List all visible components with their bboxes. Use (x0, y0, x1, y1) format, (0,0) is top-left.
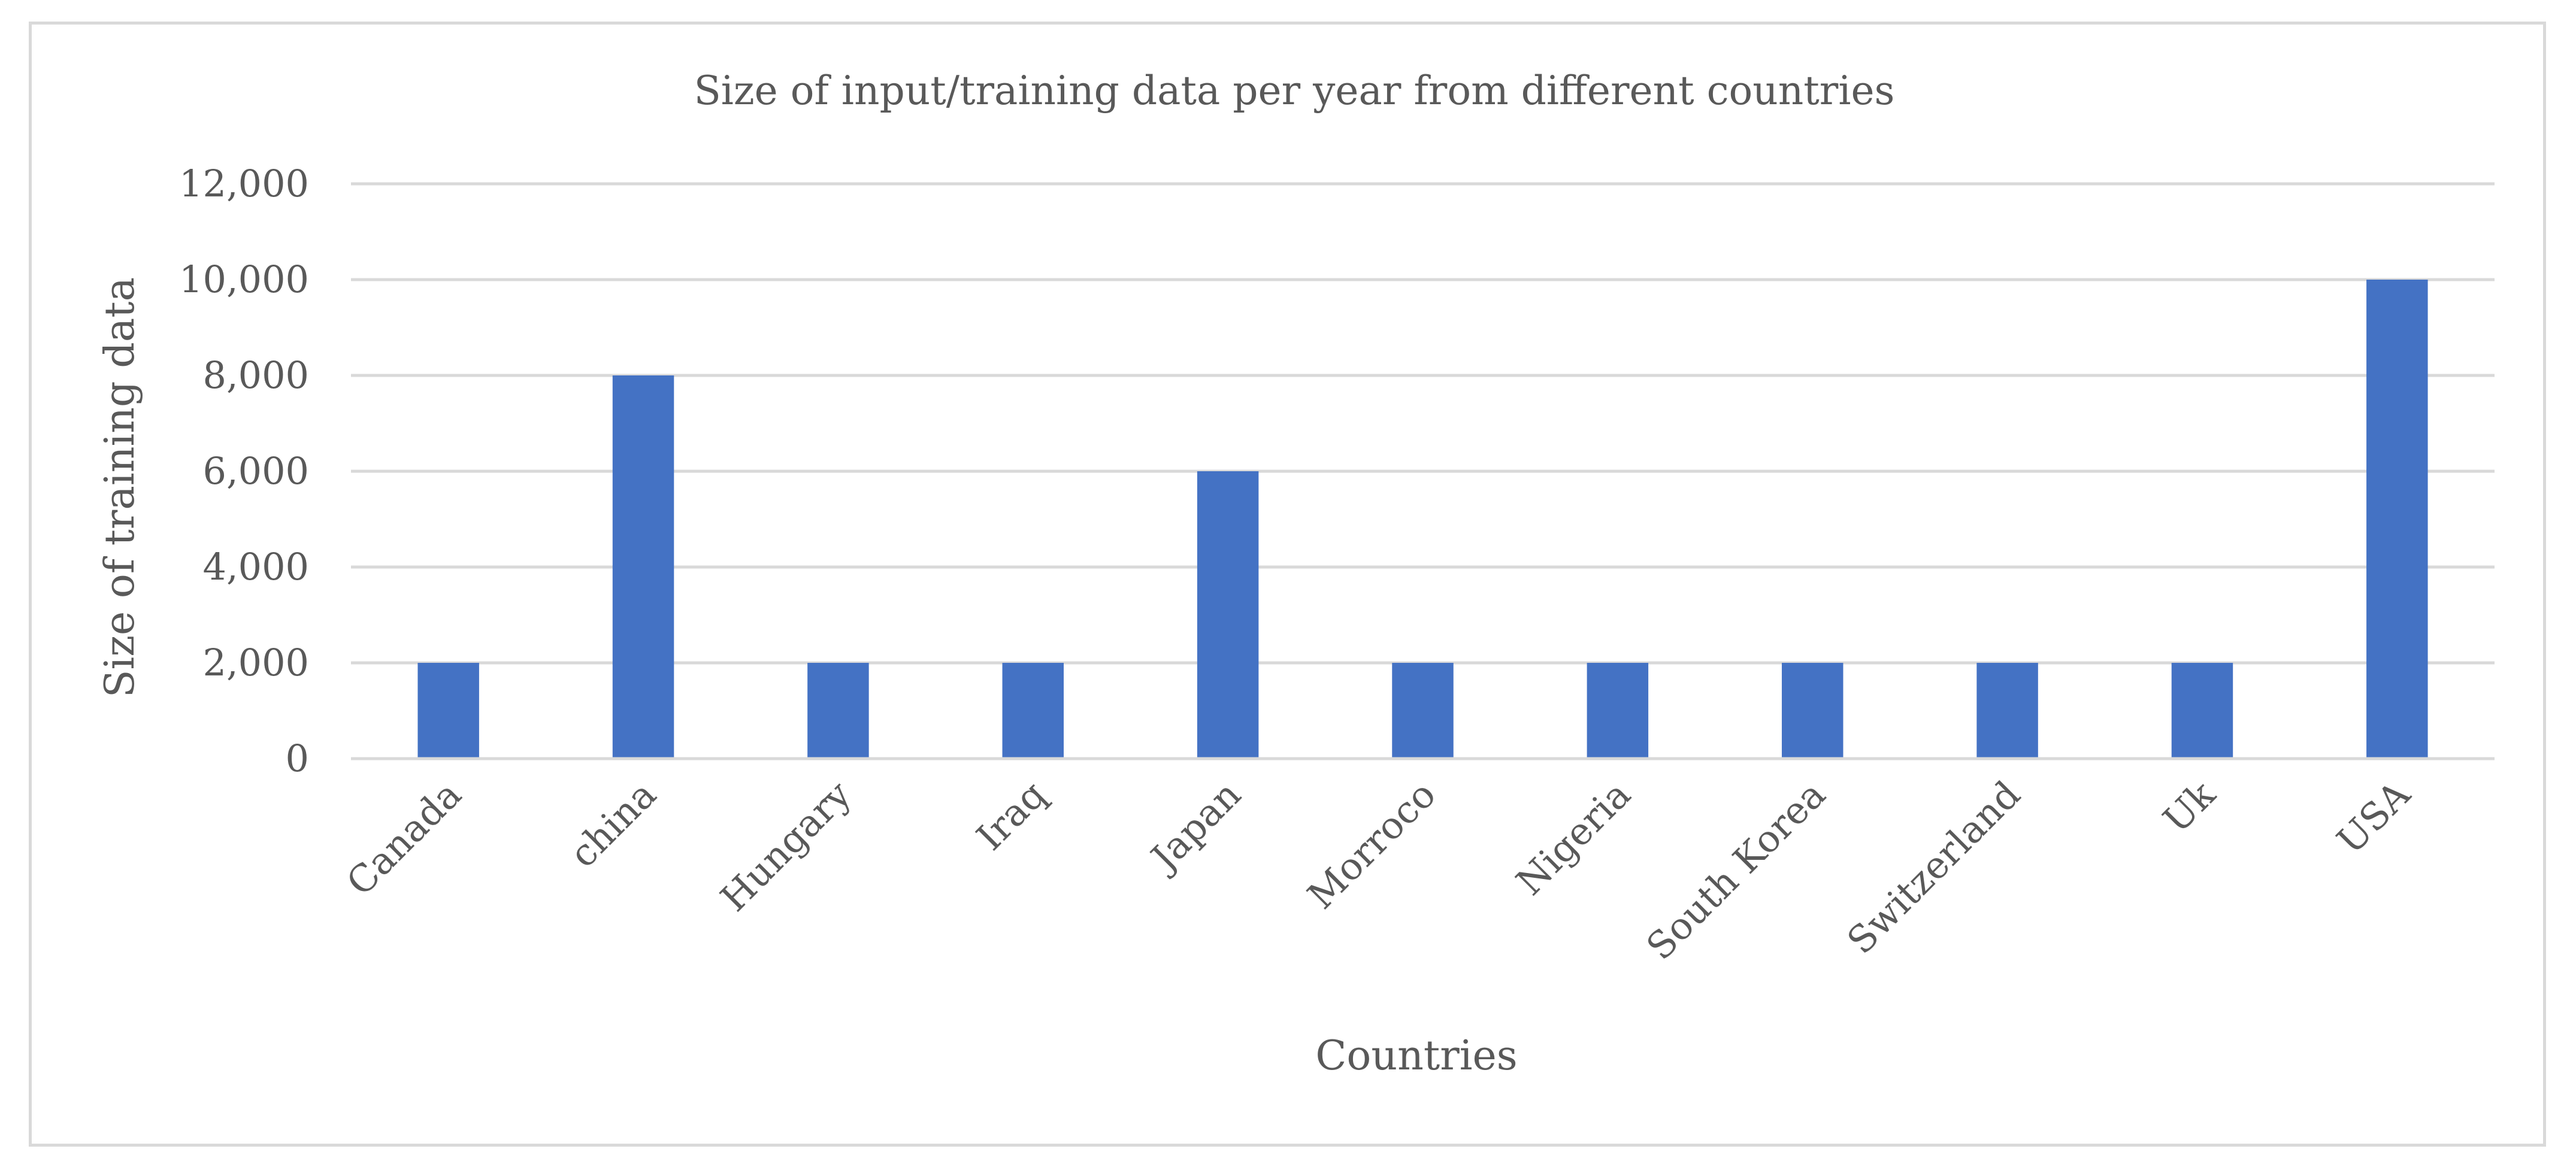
x-category-label: Switzerland (1839, 772, 2029, 962)
x-category-label: Nigeria (1508, 772, 1639, 904)
bar-usa (2366, 280, 2428, 759)
x-axis-label: Countries (1315, 1032, 1517, 1080)
x-category-label: Morroco (1299, 772, 1444, 917)
bar-iraq (1002, 663, 1064, 759)
x-category-label: Iraq (968, 772, 1054, 859)
x-category-label: Uk (2154, 772, 2223, 841)
chart-svg: Size of input/training data per year fro… (96, 68, 2495, 1080)
bar-canada (417, 663, 479, 759)
bar-switzerland (1976, 663, 2038, 759)
x-category-label: Canada (338, 772, 470, 904)
x-category-label: Japan (1140, 772, 1249, 881)
chart-title: Size of input/training data per year fro… (694, 68, 1895, 114)
x-category-label: USA (2329, 772, 2419, 862)
bar-japan (1197, 471, 1259, 759)
gridlines (351, 182, 2495, 665)
bar-morroco (1392, 663, 1454, 759)
x-category-label: Hungary (712, 772, 859, 920)
x-axis-categories: Canada china Hungary Iraq Japan Morroco Nigeri… (338, 772, 2418, 968)
y-tick-label: 6,000 (203, 449, 310, 493)
y-tick-label: 2,000 (203, 641, 310, 684)
y-axis-ticks: 0 2,000 4,000 6,000 8,000 10,000 12,000 (179, 162, 309, 780)
x-category-label: South Korea (1638, 772, 1834, 968)
bar-south-korea (1781, 663, 1844, 759)
bars (417, 280, 2428, 759)
y-axis-label: Size of training data (96, 277, 144, 698)
y-tick-label: 8,000 (203, 353, 310, 397)
y-tick-label: 12,000 (179, 162, 309, 205)
bar-china (612, 375, 674, 759)
bar-nigeria (1587, 663, 1649, 759)
bar-hungary (807, 663, 869, 759)
chart-frame: Size of input/training data per year fro… (29, 22, 2546, 1147)
x-category-label: china (561, 772, 665, 876)
bar-uk (2171, 663, 2233, 759)
y-tick-label: 10,000 (179, 257, 309, 301)
y-tick-label: 0 (286, 736, 309, 780)
y-tick-label: 4,000 (203, 545, 310, 589)
